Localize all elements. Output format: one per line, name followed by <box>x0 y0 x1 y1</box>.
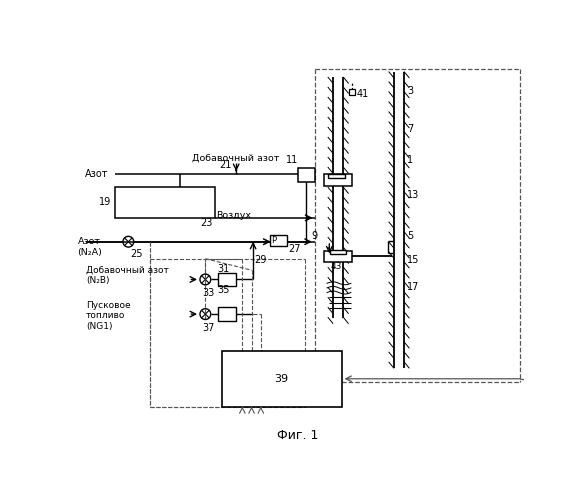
Text: 11: 11 <box>286 155 298 165</box>
Bar <box>349 90 354 96</box>
Bar <box>270 235 287 246</box>
Text: 1: 1 <box>407 155 413 165</box>
Text: Воздух: Воздух <box>216 211 251 220</box>
Text: 37: 37 <box>202 323 215 333</box>
Text: Фиг. 1: Фиг. 1 <box>277 430 318 442</box>
Text: 27: 27 <box>288 244 301 254</box>
Bar <box>218 307 236 321</box>
Bar <box>324 251 352 262</box>
Text: Добавочный азот: Добавочный азот <box>193 154 280 163</box>
Text: 5: 5 <box>407 230 413 240</box>
Text: 19: 19 <box>99 198 112 207</box>
Bar <box>330 250 346 254</box>
Bar <box>218 272 236 286</box>
Text: 15: 15 <box>407 255 419 265</box>
Text: 21: 21 <box>219 160 232 170</box>
Text: 41: 41 <box>356 89 369 99</box>
Text: 33: 33 <box>202 288 214 298</box>
Bar <box>328 174 345 178</box>
Text: 35: 35 <box>218 285 230 295</box>
Text: 43: 43 <box>330 262 342 271</box>
Bar <box>114 187 214 218</box>
Text: 9: 9 <box>312 230 318 240</box>
Text: P: P <box>272 236 277 244</box>
Bar <box>223 351 342 406</box>
Text: 7: 7 <box>407 124 413 134</box>
Text: 3: 3 <box>407 86 413 96</box>
Text: 23: 23 <box>201 218 213 228</box>
Text: 39: 39 <box>274 374 288 384</box>
Text: Добавочный азот
(N₂B): Добавочный азот (N₂B) <box>86 266 169 285</box>
Text: 29: 29 <box>255 255 267 265</box>
Text: Азот
(N₂A): Азот (N₂A) <box>78 237 102 256</box>
Bar <box>324 174 352 186</box>
Bar <box>298 168 315 181</box>
Text: 25: 25 <box>130 249 142 259</box>
Text: Пусковое
топливо
(NG1): Пусковое топливо (NG1) <box>86 300 131 330</box>
Text: 31: 31 <box>218 264 230 274</box>
Text: 13: 13 <box>407 190 419 200</box>
Text: 17: 17 <box>407 282 419 292</box>
Text: Азот: Азот <box>85 169 109 179</box>
